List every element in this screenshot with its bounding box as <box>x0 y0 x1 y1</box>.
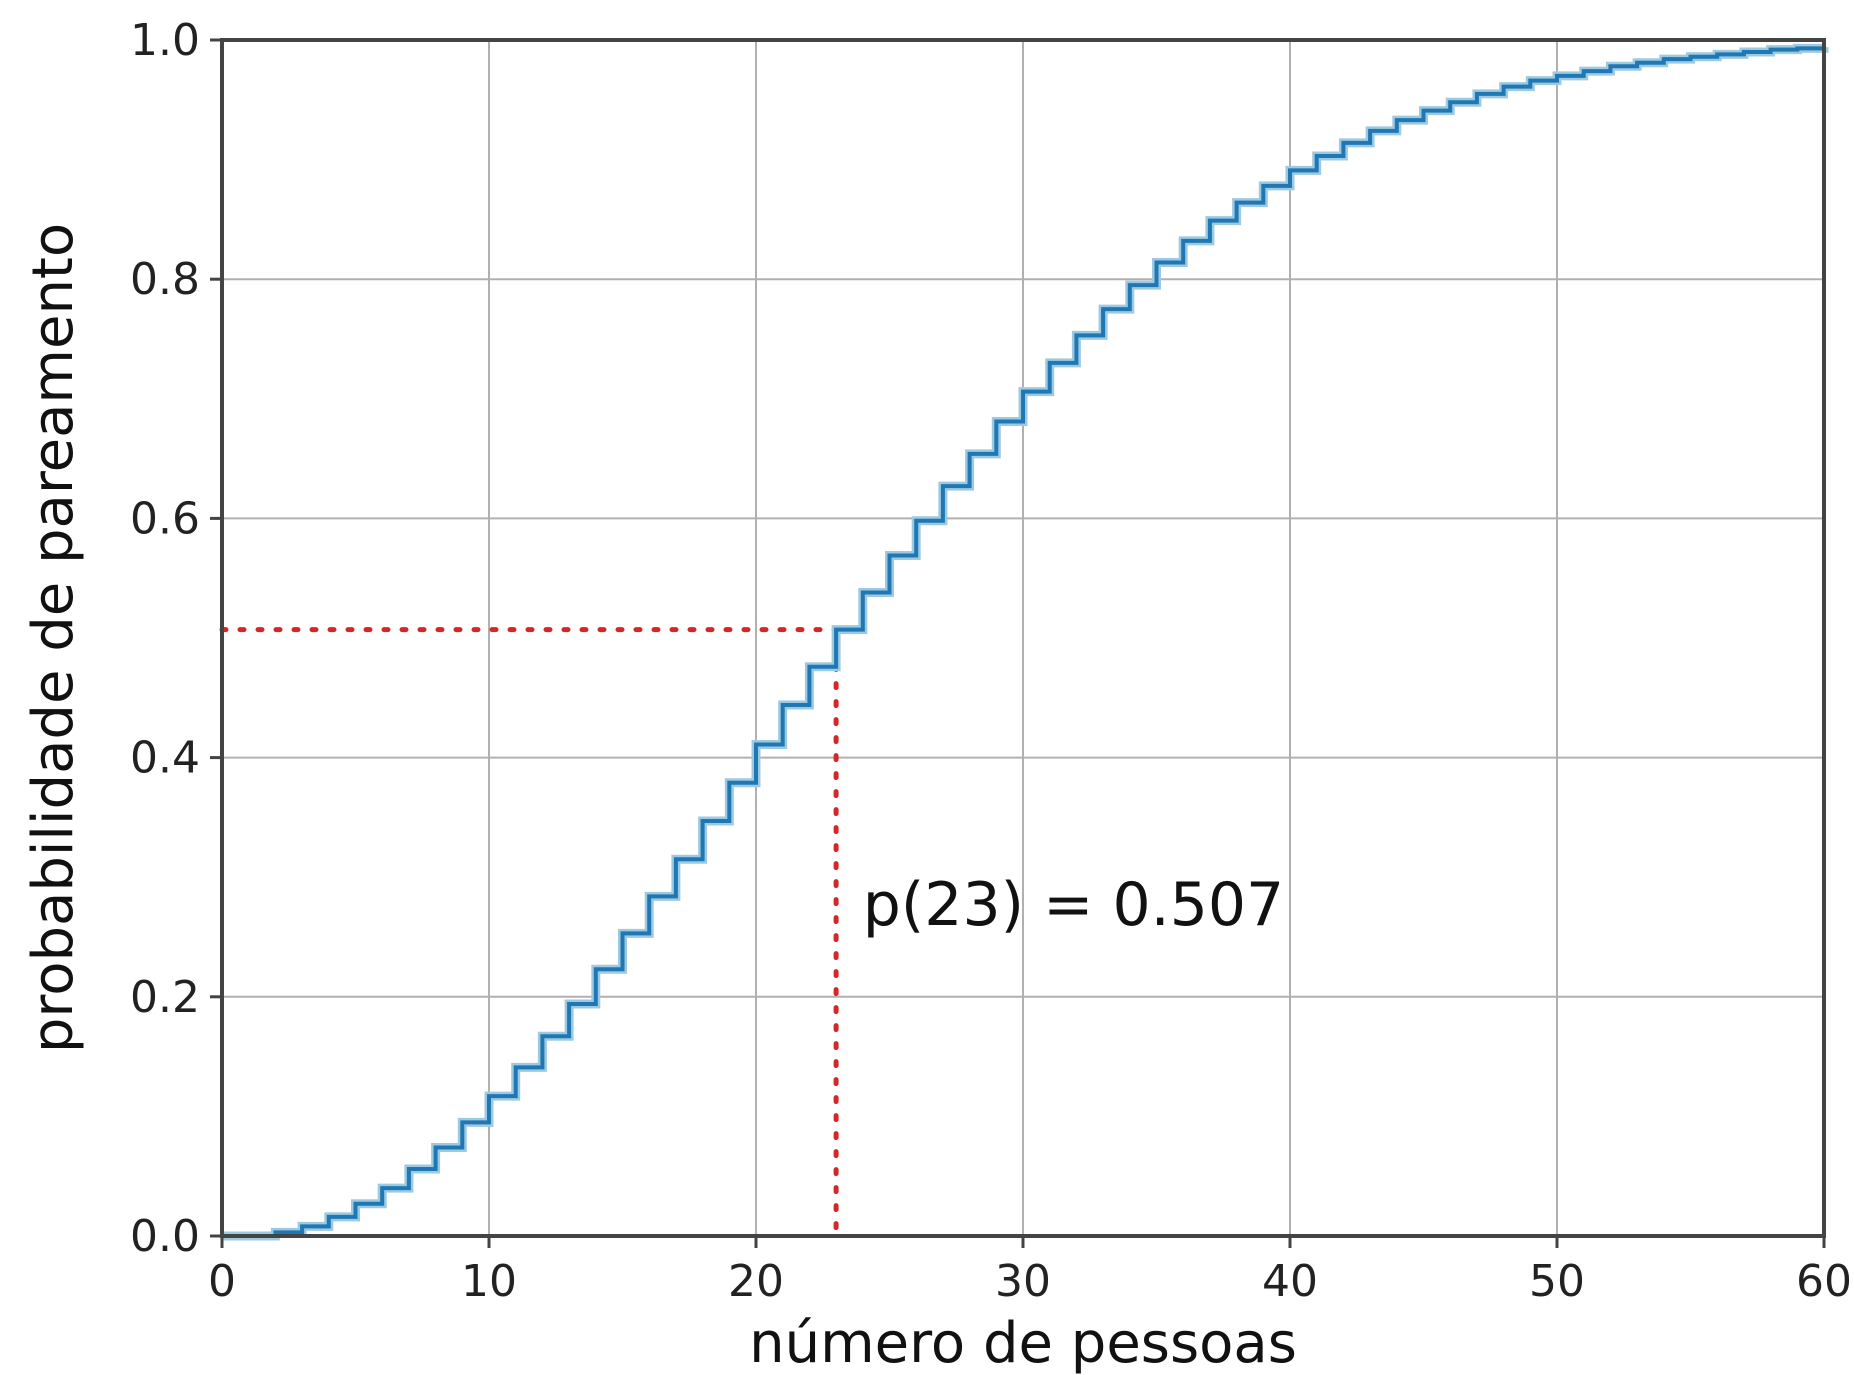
x-tick-label: 30 <box>995 1256 1051 1307</box>
reference-lines <box>222 630 836 1236</box>
y-tick-labels: 0.0 0.2 0.4 0.6 0.8 1.0 <box>130 15 200 1262</box>
y-tick-label: 0.2 <box>130 972 200 1023</box>
x-axis-label: número de pessoas <box>749 1311 1297 1375</box>
annotations: p(23) = 0.507 <box>863 870 1284 940</box>
x-tick-label: 10 <box>461 1256 517 1307</box>
x-tick-label: 0 <box>208 1256 236 1307</box>
x-tick-label: 50 <box>1529 1256 1585 1307</box>
y-tick-label: 1.0 <box>130 15 200 66</box>
tick-marks <box>210 40 1824 1248</box>
x-tick-label: 40 <box>1262 1256 1318 1307</box>
annotation-label: p(23) = 0.507 <box>863 870 1284 940</box>
y-tick-label: 0.0 <box>130 1211 200 1262</box>
y-axis-label: probabilidade de pareamento <box>21 223 86 1053</box>
y-tick-label: 0.4 <box>130 733 200 784</box>
y-tick-label: 0.6 <box>130 493 200 544</box>
x-tick-labels: 0 10 20 30 40 50 60 <box>208 1256 1852 1307</box>
y-tick-label: 0.8 <box>130 254 200 305</box>
x-tick-label: 60 <box>1796 1256 1852 1307</box>
grid <box>222 40 1824 1236</box>
x-tick-label: 20 <box>728 1256 784 1307</box>
